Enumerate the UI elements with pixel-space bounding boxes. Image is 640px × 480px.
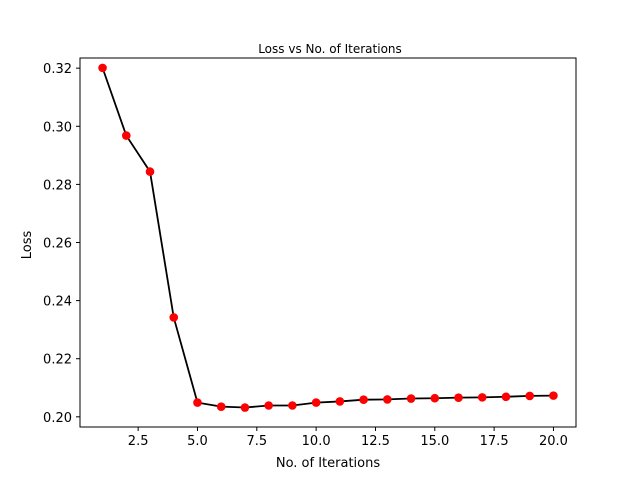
data-point [501,392,511,402]
y-axis-label: Loss [20,231,35,260]
data-point [430,393,440,403]
y-tick-label: 0.28 [43,178,72,193]
data-point [406,394,416,403]
chart-title: Loss vs No. of Iterations [258,42,402,56]
data-point [383,395,392,404]
x-tick-label: 15.0 [420,434,449,449]
data-point [216,402,226,411]
data-point [169,313,179,322]
y-tick-label: 0.30 [43,120,72,135]
data-point [264,401,273,410]
x-tick-label: 12.5 [361,434,390,449]
data-point [359,395,368,404]
y-tick-label: 0.24 [43,295,72,310]
data-point [454,393,463,402]
data-point [145,167,155,176]
data-point [240,403,250,412]
x-tick-label: 7.5 [246,434,267,449]
x-tick-label: 10.0 [302,434,331,449]
y-tick-label: 0.32 [43,62,72,77]
data-point [121,131,131,140]
x-tick-label: 20.0 [539,434,568,449]
x-axis-label: No. of Iterations [276,456,381,471]
data-point [525,391,535,401]
axes-frame [79,57,577,428]
data-point [549,391,558,400]
data-point [311,398,321,407]
data-point [288,401,297,410]
data-point [477,393,487,402]
y-tick-label: 0.26 [43,237,72,252]
x-tick-label: 5.0 [187,434,208,449]
data-point [335,397,345,406]
plot-area: 2.5 5.0 7.5 10.0 12.5 15.0 17.5 20.0 0.20 0.22 0.2… [43,57,577,449]
x-tick-label: 2.5 [128,434,149,449]
x-tick-label: 17.5 [480,434,509,449]
data-point [98,63,107,73]
series-line [101,67,554,409]
y-tick-label: 0.20 [43,411,72,426]
data-point [193,398,202,407]
y-tick-label: 0.22 [43,353,72,368]
